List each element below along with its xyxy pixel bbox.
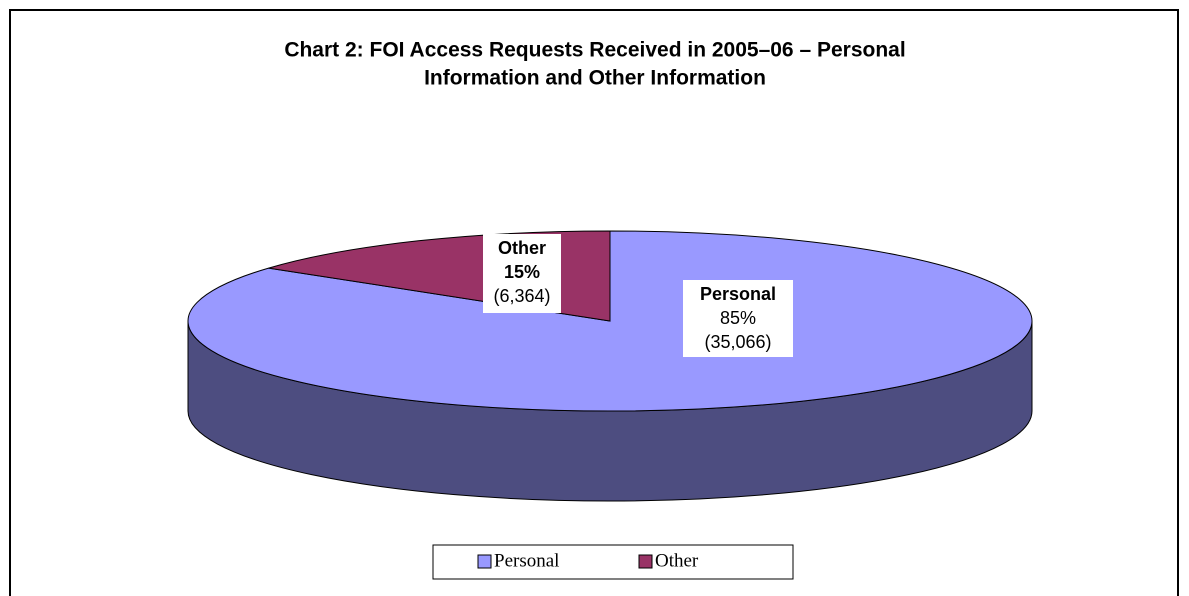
slice-count: (6,364) — [493, 286, 550, 306]
legend-box — [432, 544, 794, 580]
label-box — [683, 280, 793, 357]
slice-percent: 15% — [504, 262, 540, 282]
chart-title: Information and Other Information — [424, 67, 766, 90]
slice-name: Personal — [700, 284, 776, 304]
chart-frame — [9, 9, 1179, 596]
slice-count: (35,066) — [704, 332, 771, 352]
slice-percent: 85% — [720, 308, 756, 328]
legend-swatch — [638, 554, 653, 569]
chart-title: Chart 2: FOI Access Requests Received in… — [284, 39, 905, 62]
label-box — [483, 234, 561, 313]
slice-name: Other — [498, 238, 546, 258]
legend-swatch — [477, 554, 492, 569]
legend-label: Personal — [494, 550, 559, 571]
legend-label: Other — [655, 550, 699, 571]
